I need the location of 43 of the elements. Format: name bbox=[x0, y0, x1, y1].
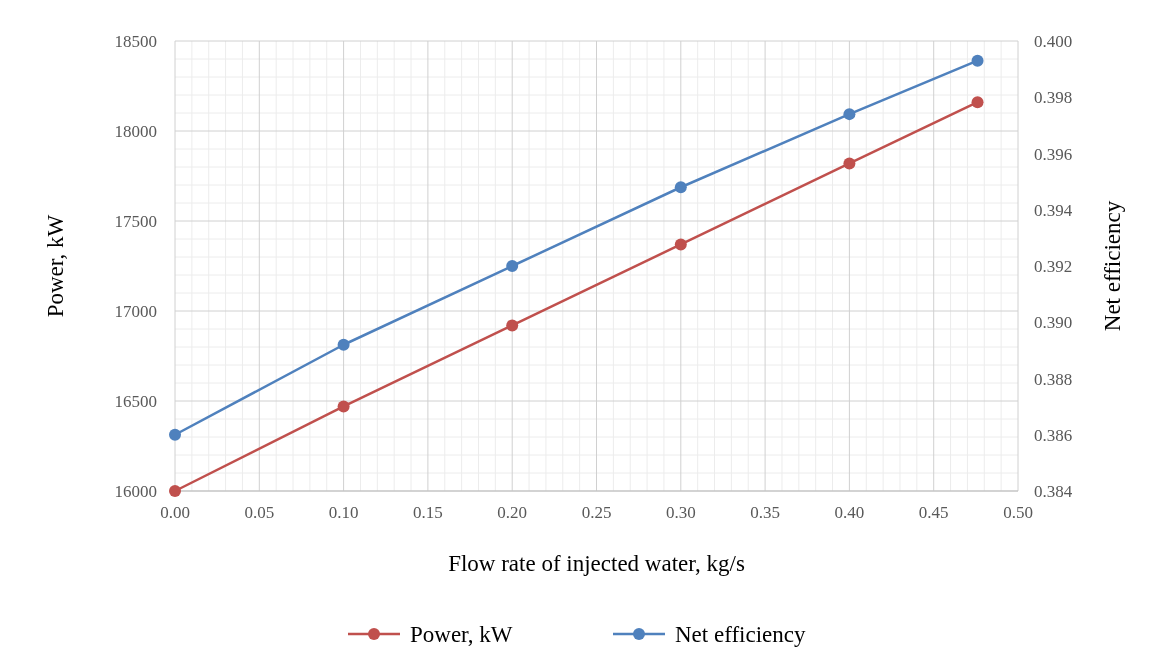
y2-tick-label: 0.398 bbox=[1034, 88, 1073, 108]
legend-label: Net efficiency bbox=[675, 622, 806, 647]
x-tick-label: 0.30 bbox=[665, 503, 696, 522]
y-tick-label: 18500 bbox=[114, 32, 157, 51]
y-tick-label: 16000 bbox=[114, 482, 157, 501]
point bbox=[674, 181, 687, 194]
x-tick-label: 0.45 bbox=[918, 503, 949, 522]
y2-tick-label: 0.386 bbox=[1034, 425, 1073, 445]
y2-tick-label: 0.390 bbox=[1034, 313, 1073, 333]
x-tick-label: 0.40 bbox=[834, 503, 865, 522]
y2-tick-label: 0.394 bbox=[1034, 200, 1073, 220]
point bbox=[971, 54, 984, 67]
point bbox=[337, 400, 350, 413]
y2-tick-label: 0.388 bbox=[1034, 369, 1073, 389]
y2-tick-label: 0.392 bbox=[1034, 257, 1073, 276]
x-axis-title: Flow rate of injected water, kg/s bbox=[448, 551, 745, 576]
point bbox=[843, 108, 856, 121]
y2-tick-label: 0.400 bbox=[1034, 32, 1073, 51]
point bbox=[169, 428, 181, 441]
x-tick-label: 0.10 bbox=[328, 503, 359, 522]
point bbox=[169, 485, 181, 497]
x-tick-label: 0.20 bbox=[497, 503, 528, 522]
y2-tick-label: 0.384 bbox=[1034, 482, 1073, 501]
point bbox=[337, 338, 350, 351]
point bbox=[971, 96, 984, 109]
y-tick-label: 18000 bbox=[114, 122, 157, 141]
x-tick-label: 0.25 bbox=[581, 503, 612, 522]
x-tick-label: 0.00 bbox=[160, 503, 190, 522]
x-tick-label: 0.15 bbox=[413, 503, 443, 522]
x-tick-label: 0.05 bbox=[244, 503, 275, 522]
point bbox=[843, 157, 856, 170]
y-tick-label: 16500 bbox=[114, 392, 157, 411]
y2-tick-label: 0.396 bbox=[1034, 144, 1073, 164]
y2-axis-title: Net efficiency bbox=[1100, 200, 1125, 332]
y-tick-label: 17000 bbox=[114, 302, 157, 321]
x-tick-label: 0.35 bbox=[750, 503, 780, 522]
x-tick-label: 0.50 bbox=[1003, 503, 1033, 522]
legend-label: Power, kW bbox=[410, 622, 513, 647]
point bbox=[506, 319, 519, 332]
point bbox=[674, 238, 687, 251]
y-tick-label: 17500 bbox=[114, 212, 157, 231]
y-axis-title: Power, kW bbox=[43, 214, 68, 318]
point bbox=[506, 260, 519, 272]
